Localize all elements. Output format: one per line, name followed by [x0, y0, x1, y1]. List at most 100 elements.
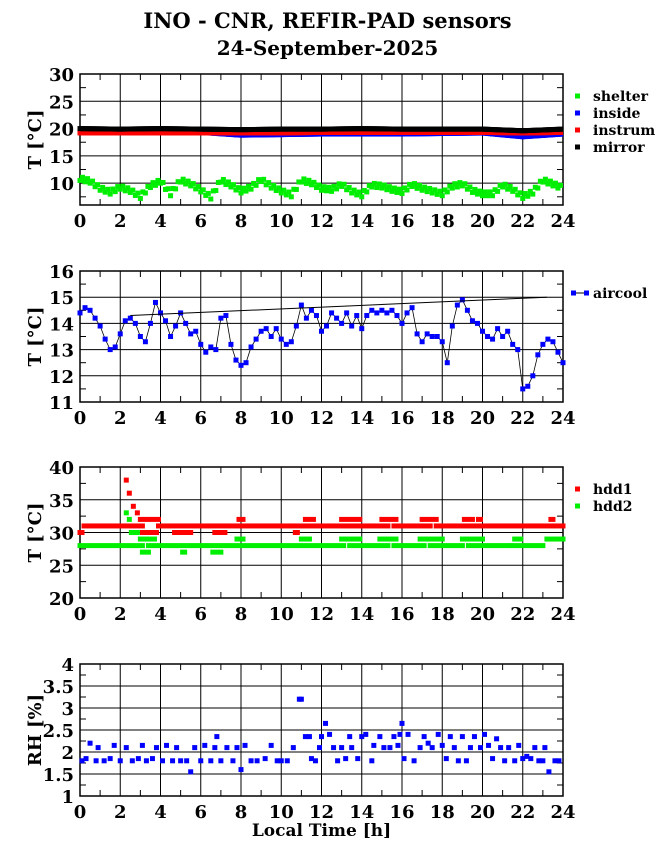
data-point [173, 323, 179, 329]
data-point [381, 182, 387, 188]
data-point [520, 386, 526, 392]
data-point [494, 736, 500, 742]
legend-label: hdd2 [593, 499, 633, 515]
data-point [343, 756, 349, 762]
data-point [137, 334, 143, 339]
data-point [102, 336, 108, 342]
data-point [286, 189, 292, 195]
data-point [369, 758, 375, 764]
x-tick-label: 22 [510, 408, 535, 429]
data-point [263, 182, 269, 188]
data-point [485, 334, 491, 339]
data-point [137, 195, 143, 201]
data-point [258, 328, 264, 334]
data-point [253, 182, 259, 188]
data-point [411, 758, 417, 764]
data-point [195, 184, 201, 190]
data-point [243, 188, 249, 194]
data-point [490, 193, 496, 199]
data-point [520, 756, 526, 762]
data-point [173, 186, 179, 192]
data-point [120, 183, 126, 189]
data-point [306, 734, 312, 740]
data-point [386, 184, 392, 190]
data-point [515, 192, 521, 198]
legend-label: hdd1 [593, 482, 633, 498]
data-point [193, 186, 199, 192]
data-point [77, 310, 83, 316]
data-point [168, 193, 174, 199]
data-point [556, 758, 562, 764]
x-tick-label: 18 [430, 604, 455, 625]
y-axis-label: T [°C] [25, 306, 46, 366]
data-point [510, 341, 516, 347]
y-axis-label: T [°C] [25, 502, 46, 562]
data-point [334, 315, 340, 321]
data-point [437, 188, 443, 194]
x-tick-label: 2 [114, 802, 127, 823]
data-run [302, 516, 316, 522]
data-point [183, 181, 189, 187]
data-point [205, 190, 211, 196]
data-point [427, 185, 433, 191]
data-point [351, 187, 357, 193]
data-point [95, 745, 101, 751]
y-tick-label: 11 [49, 393, 74, 414]
data-point [83, 756, 89, 762]
data-point [354, 313, 360, 319]
data-run [77, 530, 85, 535]
data-point [198, 189, 204, 195]
x-tick-label: 24 [550, 211, 575, 232]
data-point [308, 182, 314, 188]
data-point [213, 347, 219, 353]
plot-frame [79, 663, 564, 797]
data-point [540, 758, 546, 764]
legend-marker [575, 144, 580, 150]
data-point [495, 188, 501, 194]
chart-date: 24-September-2025 [216, 36, 439, 60]
data-point [107, 347, 113, 353]
x-tick-label: 4 [154, 802, 167, 823]
x-tick-label: 22 [510, 211, 535, 232]
x-tick-label: 24 [550, 604, 575, 625]
data-point [363, 731, 369, 737]
data-point [537, 178, 543, 184]
data-point [502, 758, 508, 764]
data-point [225, 179, 231, 185]
data-point [339, 320, 345, 326]
plot-frame [79, 73, 564, 206]
data-point [147, 185, 153, 191]
x-tick-label: 0 [74, 211, 87, 232]
data-point [129, 758, 135, 764]
y-tick-label: 12 [49, 367, 74, 388]
data-point [266, 180, 272, 186]
data-point [443, 756, 449, 762]
x-tick-label: 0 [74, 802, 87, 823]
data-point [301, 176, 307, 182]
data-point [82, 305, 88, 311]
data-point [90, 178, 96, 184]
data-point [163, 186, 169, 192]
data-run [465, 543, 512, 549]
data-point [97, 187, 103, 193]
data-point [288, 339, 294, 345]
data-point [111, 742, 117, 748]
data-point [331, 745, 337, 751]
data-point [102, 189, 108, 195]
series-aircooltrend [130, 296, 547, 317]
data-point [145, 183, 151, 189]
data-point [540, 179, 546, 185]
data-point [371, 180, 377, 186]
data-point [251, 180, 257, 186]
data-point [112, 189, 118, 195]
data-point [361, 188, 367, 194]
data-point [262, 756, 268, 762]
data-point [238, 190, 244, 196]
data-point [274, 758, 280, 764]
data-point [434, 191, 440, 197]
data-point [474, 320, 480, 326]
data-point [417, 745, 423, 751]
data-point [273, 188, 279, 194]
data-point [542, 745, 548, 751]
